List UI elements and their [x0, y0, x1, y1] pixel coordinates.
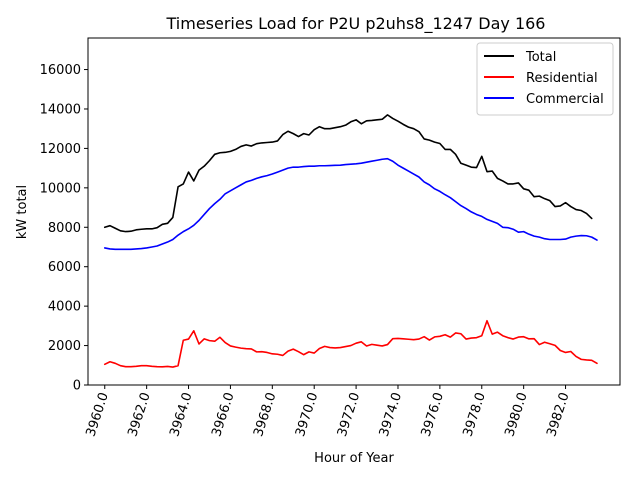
- series-line-total: [103, 114, 593, 233]
- y-tick-label: 2000: [48, 339, 81, 354]
- y-axis: 0 2000 4000 6000 8000 10000 12000 14000 16000: [40, 63, 88, 394]
- y-tick-label: 10000: [40, 181, 81, 196]
- y-axis-label: kW total: [15, 185, 30, 239]
- series-line-residential: [103, 319, 598, 368]
- legend-label-residential: Residential: [526, 71, 598, 86]
- legend: Total Residential Commercial: [476, 42, 614, 116]
- y-tick-label: 8000: [48, 221, 81, 236]
- legend-label-total: Total: [525, 50, 556, 65]
- x-axis-label: Hour of Year: [314, 451, 394, 466]
- legend-label-commercial: Commercial: [526, 92, 604, 107]
- series-line-commercial: [103, 157, 598, 251]
- y-tick-label: 14000: [40, 102, 81, 117]
- y-tick-label: 6000: [48, 260, 81, 275]
- y-tick-label: 0: [73, 379, 81, 394]
- y-tick-label: 4000: [48, 300, 81, 315]
- y-tick-label: 16000: [40, 63, 81, 78]
- y-tick-label: 12000: [40, 142, 81, 157]
- chart-title: Timeseries Load for P2U p2uhs8_1247 Day …: [166, 14, 546, 34]
- series-layer: [103, 114, 598, 368]
- plot-frame: [87, 37, 621, 386]
